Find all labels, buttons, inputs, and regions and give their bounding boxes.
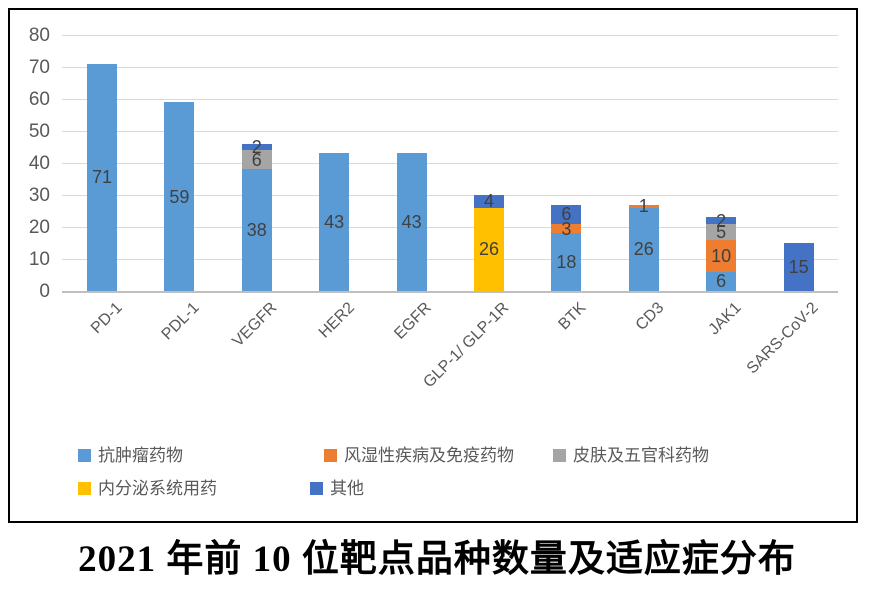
- bar-BTK: 18 3 6: [551, 204, 582, 291]
- data-label: 59: [169, 186, 190, 207]
- legend-label: 抗肿瘤药物: [98, 446, 183, 465]
- y-tick-label: 0: [39, 281, 50, 302]
- legend-label: 皮肤及五官科药物: [573, 446, 709, 465]
- x-tick-label: BTK: [555, 299, 590, 334]
- legend-swatch: [310, 482, 323, 495]
- gridline: [62, 131, 838, 132]
- data-label: 6: [561, 204, 572, 225]
- bar-SARS-CoV-2: 15: [783, 243, 814, 291]
- bar-segment: 15: [783, 243, 814, 291]
- y-tick-label: 70: [28, 57, 50, 78]
- bar-segment: 4: [474, 191, 504, 212]
- bar-segment: 43: [319, 153, 350, 291]
- data-label: 18: [556, 252, 577, 273]
- y-tick-label: 10: [28, 249, 50, 270]
- data-label: 43: [401, 212, 422, 233]
- bar-PD-1: 71: [87, 63, 117, 291]
- bar-CD3: 26 1: [628, 197, 659, 291]
- bar-segment: 59: [164, 102, 195, 291]
- legend-label: 内分泌系统用药: [98, 479, 217, 498]
- y-tick-label: 20: [28, 217, 50, 238]
- data-label: 71: [91, 167, 113, 188]
- bar-HER2: 43: [319, 153, 350, 291]
- legend-swatch: [324, 449, 337, 462]
- bar-segment: 6: [551, 204, 582, 225]
- gridline: [62, 195, 838, 196]
- legend-item: 风湿性疾病及免疫药物: [324, 447, 514, 464]
- data-label: 1: [638, 196, 649, 217]
- bar-PDL-1: 59: [164, 102, 195, 291]
- data-label: 2: [251, 137, 262, 158]
- bar-segment: 71: [87, 63, 117, 291]
- bar-VEGFR: 38 6 2: [241, 138, 272, 291]
- y-tick-label: 40: [28, 153, 50, 174]
- data-label: 26: [478, 239, 500, 260]
- gridline: [62, 259, 838, 260]
- legend-swatch: [78, 482, 91, 495]
- bar-segment: 2: [241, 138, 272, 156]
- data-label: 4: [483, 191, 494, 212]
- y-tick-label: 80: [28, 25, 50, 46]
- legend-label: 风湿性疾病及免疫药物: [344, 446, 514, 465]
- data-label: 5: [716, 221, 727, 242]
- bar-EGFR: 43: [396, 153, 427, 291]
- bar-JAK1: 6 10 5 2: [706, 212, 737, 292]
- legend-item: 皮肤及五官科药物: [553, 447, 709, 464]
- bar-segment: 26: [628, 207, 659, 291]
- data-label: 10: [711, 245, 732, 266]
- data-label: 38: [246, 220, 267, 241]
- legend-swatch: [78, 449, 91, 462]
- y-tick-label: 50: [28, 121, 50, 142]
- legend-label: 其他: [330, 479, 364, 498]
- data-label: 3: [561, 218, 572, 239]
- y-tick-label: 60: [28, 89, 50, 110]
- x-tick-label: PDL-1: [158, 299, 203, 344]
- data-label: 26: [633, 239, 654, 260]
- data-label: 6: [716, 271, 727, 292]
- bar-GLP-1/ GLP-1R: 26 4: [474, 191, 504, 291]
- bar-segment: 26: [474, 207, 504, 291]
- x-tick-label: CD3: [632, 299, 668, 334]
- legend-item: 其他: [310, 480, 364, 497]
- bar-segment: 6: [706, 271, 737, 292]
- chart-title: 2021 年前 10 位靶点品种数量及适应症分布: [78, 539, 796, 580]
- x-tick-label: EGFR: [391, 299, 435, 343]
- bar-segment: 10: [706, 239, 737, 272]
- data-label: 15: [788, 257, 809, 277]
- bar-segment: 43: [396, 153, 427, 291]
- gridline: [62, 163, 838, 164]
- gridline: [62, 227, 838, 228]
- data-label: 6: [251, 149, 262, 170]
- bar-segment: 5: [706, 221, 737, 242]
- gridline: [62, 291, 838, 293]
- data-label: 2: [716, 210, 727, 231]
- gridline: [62, 67, 838, 68]
- x-tick-label: GLP-1/ GLP-1R: [420, 299, 513, 392]
- x-tick-label: SARS-CoV-2: [743, 299, 822, 378]
- gridline: [62, 35, 838, 36]
- gridline: [62, 99, 838, 100]
- legend-swatch: [553, 449, 566, 462]
- legend-item: 抗肿瘤药物: [78, 447, 183, 464]
- bar-segment: 2: [706, 212, 737, 230]
- bar-segment: 3: [551, 220, 582, 238]
- bar-segment: 38: [241, 169, 272, 291]
- legend-item: 内分泌系统用药: [78, 480, 217, 497]
- data-label: 43: [324, 212, 345, 233]
- x-tick-label: JAK1: [705, 299, 745, 339]
- bar-segment: 1: [628, 197, 659, 215]
- x-tick-label: VEGFR: [229, 299, 281, 351]
- bar-segment: 18: [551, 233, 582, 291]
- x-tick-label: PD-1: [87, 299, 126, 338]
- bar-segment: 6: [241, 149, 272, 170]
- y-tick-label: 30: [28, 185, 50, 206]
- x-tick-label: HER2: [315, 299, 358, 342]
